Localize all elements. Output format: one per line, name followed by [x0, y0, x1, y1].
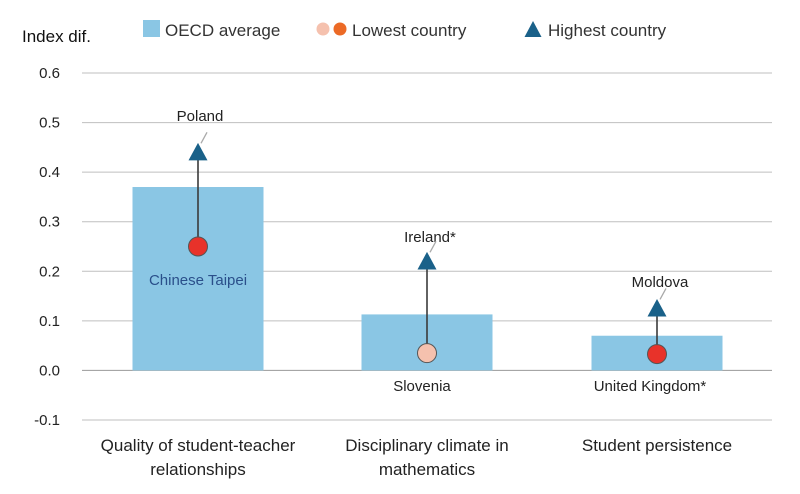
y-tick-label: 0.3: [39, 214, 60, 231]
legend-swatch-oecd-average: [143, 20, 160, 37]
x-category-label: Student persistence: [582, 436, 732, 455]
country-annotations: Poland Ireland* Moldova Chinese Taipei Slove…: [149, 108, 707, 395]
lowest-country-label: Chinese Taipei: [149, 272, 247, 289]
annotation-leader: [200, 132, 208, 144]
y-tick-label: 0.1: [39, 313, 60, 330]
lowest-country-label: United Kingdom*: [594, 378, 707, 395]
marker-highest-country: [417, 251, 437, 270]
annotation-leader: [429, 241, 437, 253]
x-axis-categories: Quality of student-teacher relationships D…: [101, 436, 732, 479]
x-category-label: Quality of student-teacher: [101, 436, 296, 455]
marker-lowest-country: [188, 236, 208, 257]
legend: OECD average Lowest country Highest coun…: [143, 20, 667, 40]
legend-marker-lowest-pale: [316, 22, 330, 36]
y-tick-label: 0.5: [39, 115, 60, 132]
legend-label-highest-country: Highest country: [548, 21, 667, 40]
y-axis-label: Index dif.: [22, 27, 91, 46]
x-category-label: relationships: [150, 460, 245, 479]
y-tick-label: 0.0: [39, 362, 60, 379]
lowest-country-label: Slovenia: [393, 378, 451, 395]
markers: [188, 142, 667, 365]
highest-country-label: Moldova: [632, 274, 689, 291]
legend-marker-lowest-orange: [333, 22, 347, 36]
marker-lowest-country: [417, 343, 437, 364]
legend-label-lowest-country: Lowest country: [352, 21, 467, 40]
y-tick-label: 0.4: [39, 164, 60, 181]
legend-label-oecd-average: OECD average: [165, 21, 280, 40]
x-category-label: Disciplinary climate in: [345, 436, 508, 455]
x-category-label: mathematics: [379, 460, 475, 479]
y-tick-label: 0.6: [39, 65, 60, 82]
highest-country-label: Poland: [177, 108, 224, 125]
legend-marker-highest: [524, 21, 542, 37]
marker-highest-country: [647, 298, 667, 317]
y-tick-label: -0.1: [34, 412, 60, 429]
marker-highest-country: [188, 142, 208, 161]
annotation-leader: [659, 288, 667, 300]
highest-country-label: Ireland*: [404, 229, 456, 246]
marker-lowest-country: [647, 344, 667, 365]
y-tick-label: 0.2: [39, 263, 60, 280]
y-axis-ticks: -0.1 0.0 0.1 0.2 0.3 0.4 0.5 0.6: [34, 65, 60, 429]
